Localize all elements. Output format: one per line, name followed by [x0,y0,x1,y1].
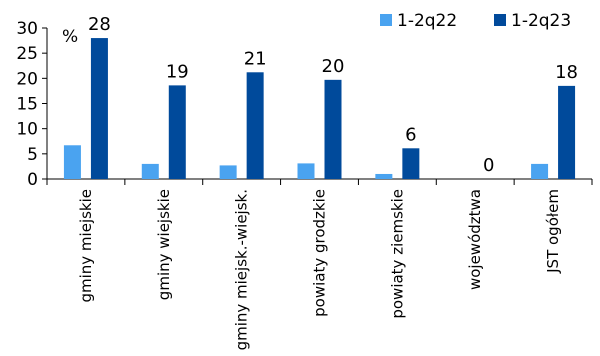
bar-1-2q22-6 [531,163,549,179]
bar-1-2q23-6 [558,85,576,179]
data-label: 28 [88,14,111,35]
y-tick-label: 10 [16,120,38,140]
data-label: 6 [405,124,416,145]
unit-label: % [62,27,78,47]
bar-1-2q22-2 [219,165,237,179]
category-label: powiaty grodzkie [311,189,329,317]
data-labels: 28 19 21 20 6 0 18 [88,14,578,176]
category-label: gminy miejsk.-wiejsk. [233,189,251,350]
y-tick-label: 15 [16,95,38,115]
bar-1-2q22-0 [63,145,81,179]
y-axis: 0 5 10 15 20 25 30 [16,19,48,190]
x-axis: gminy miejskie gminy wiejskie gminy miejsk… [46,178,593,350]
data-label: 18 [555,62,578,83]
category-label: powiaty ziemskie [388,189,406,319]
category-label: gminy miejskie [77,189,95,303]
bar-1-2q23-0 [90,38,108,179]
bar-1-2q22-3 [297,163,315,179]
bar-1-2q22-1 [141,163,159,179]
bars [63,38,576,179]
legend: 1-2q22 1-2q23 [380,11,571,31]
y-tick-label: 5 [27,145,38,165]
legend-swatch [494,14,506,26]
category-label: JST ogółem [544,189,562,274]
bar-1-2q23-1 [168,85,186,179]
bar-1-2q23-2 [246,72,264,179]
y-tick-label: 30 [16,19,38,39]
bar-1-2q23-4 [402,148,420,179]
data-label: 20 [322,56,345,77]
data-label: 21 [244,48,267,69]
legend-label: 1-2q22 [397,11,457,31]
bar-1-2q22-4 [375,173,393,179]
data-label: 19 [166,61,189,82]
legend-label: 1-2q23 [511,11,571,31]
bar-1-2q23-3 [324,79,342,179]
legend-swatch [380,14,392,26]
category-label: gminy wiejskie [155,189,173,300]
category-label: województwa [466,189,484,290]
data-label: 0 [483,155,494,176]
y-tick-label: 20 [16,69,38,89]
y-tick-label: 25 [16,44,38,64]
y-tick-label: 0 [27,170,38,190]
